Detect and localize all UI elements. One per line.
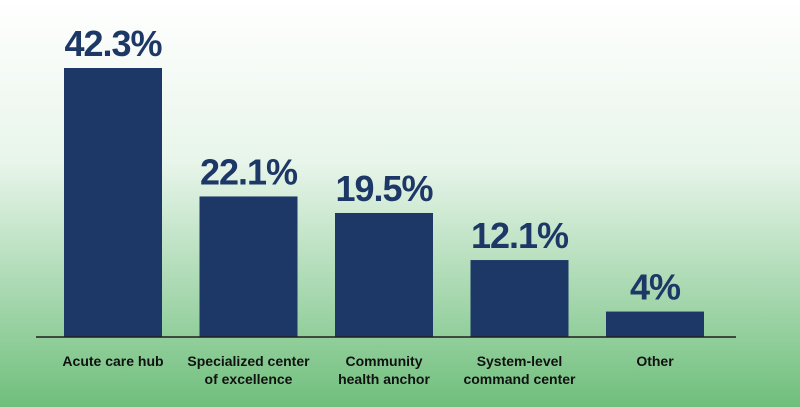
category-label-line: command center: [463, 371, 576, 387]
category-label-line: Other: [636, 353, 674, 369]
category-label: Acute care hub: [62, 353, 163, 369]
category-label-line: health anchor: [338, 371, 430, 387]
category-label: Other: [636, 353, 674, 369]
bar-value-label: 22.1%: [200, 151, 298, 192]
category-label-line: Specialized center: [187, 353, 310, 369]
bars-layer: [64, 68, 704, 337]
bar: [199, 196, 298, 337]
bar-value-label: 42.3%: [64, 23, 162, 64]
category-label-line: of excellence: [205, 371, 293, 387]
bar: [606, 311, 704, 337]
category-label: System-level command center: [463, 353, 576, 387]
bar-value-label: 4%: [630, 267, 681, 308]
category-labels-layer: Acute care hub Specialized center of excel…: [62, 353, 674, 387]
bar-value-label: 19.5%: [335, 168, 433, 209]
value-labels-layer: 42.3% 22.1% 19.5% 12.1% 4%: [64, 23, 682, 308]
category-label-line: System-level: [477, 353, 563, 369]
category-label: Specialized center of excellence: [187, 353, 310, 387]
category-label-line: Acute care hub: [62, 353, 163, 369]
bar: [470, 260, 569, 337]
category-label: Community health anchor: [338, 353, 430, 387]
bar: [64, 68, 162, 337]
bar: [335, 212, 433, 337]
bar-value-label: 12.1%: [471, 215, 569, 256]
category-label-line: Community: [346, 353, 423, 369]
